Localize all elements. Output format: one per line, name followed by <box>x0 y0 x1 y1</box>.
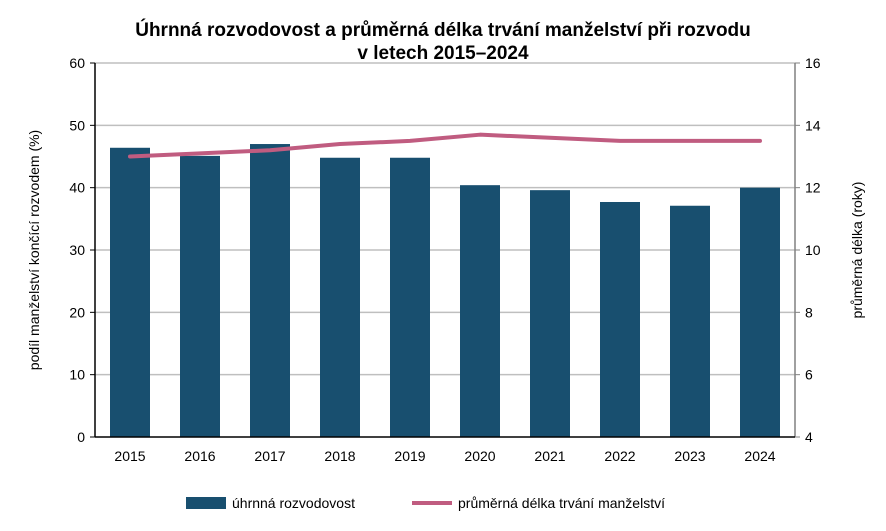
line-series <box>128 132 762 159</box>
y2-axis-label: průměrná délka (roky) <box>849 182 865 319</box>
y-tick-label: 0 <box>77 429 85 445</box>
axes: 0 10 20 30 40 50 60 4 6 8 10 12 14 16 2015 2016 2017 2018… <box>69 55 820 464</box>
y2-tick-label: 16 <box>805 55 821 71</box>
bar <box>740 187 780 437</box>
bar <box>320 157 360 437</box>
y-tick-label: 60 <box>69 55 85 71</box>
bar <box>180 155 220 438</box>
legend-bar-swatch <box>186 497 226 509</box>
bar-series <box>110 144 780 438</box>
y-tick-label: 30 <box>69 242 85 258</box>
chart-title-line1: Úhrnná rozvodovost a průměrná délka trvá… <box>135 19 751 41</box>
bar <box>670 205 710 437</box>
x-tick-label: 2022 <box>604 448 635 464</box>
bar <box>600 202 640 437</box>
y-tick-label: 20 <box>69 304 85 320</box>
legend: úhrnná rozvodovost průměrná délka trvání… <box>186 495 665 511</box>
y2-tick-label: 14 <box>805 117 821 133</box>
x-tick-label: 2021 <box>534 448 565 464</box>
y2-tick-label: 6 <box>805 367 813 383</box>
x-tick-label: 2015 <box>114 448 145 464</box>
bar <box>530 190 570 437</box>
y2-tick-label: 4 <box>805 429 813 445</box>
bar <box>390 157 430 437</box>
y-axis-label: podíl manželství končící rozvodem (%) <box>26 130 42 370</box>
legend-line-label: průměrná délka trvání manželství <box>458 495 665 511</box>
y2-tick-label: 10 <box>805 242 821 258</box>
chart-title-line2: v letech 2015–2024 <box>357 43 529 64</box>
y-tick-label: 50 <box>69 117 85 133</box>
y-tick-label: 10 <box>69 367 85 383</box>
y-tick-label: 40 <box>69 180 85 196</box>
legend-bar-label: úhrnná rozvodovost <box>232 495 355 511</box>
x-tick-label: 2024 <box>744 448 775 464</box>
x-tick-label: 2017 <box>254 448 285 464</box>
y2-tick-label: 8 <box>805 304 813 320</box>
x-tick-label: 2023 <box>674 448 705 464</box>
bar <box>250 144 290 438</box>
x-tick-label: 2020 <box>464 448 495 464</box>
bar <box>460 185 500 437</box>
y2-tick-label: 12 <box>805 180 821 196</box>
x-tick-label: 2019 <box>394 448 425 464</box>
line-path <box>128 132 762 159</box>
x-tick-label: 2018 <box>324 448 355 464</box>
x-tick-label: 2016 <box>184 448 215 464</box>
bar <box>110 147 150 438</box>
